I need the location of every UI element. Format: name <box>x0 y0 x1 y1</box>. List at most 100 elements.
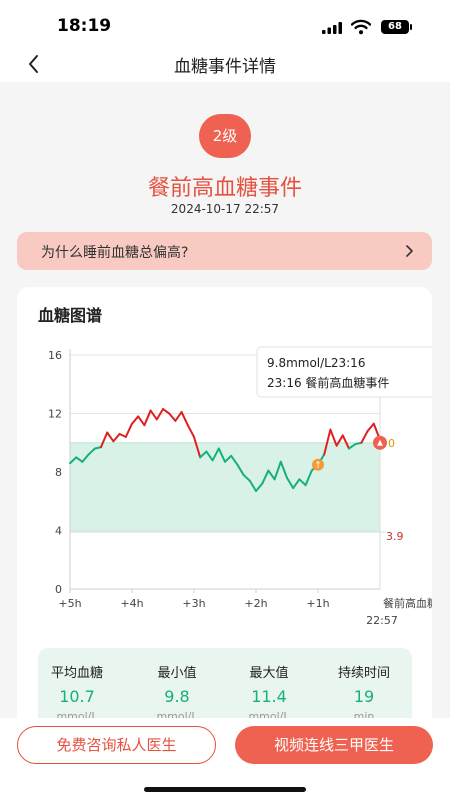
glucose-line-segment <box>329 428 338 447</box>
glucose-line-segment <box>335 434 344 447</box>
glucose-line-segment <box>75 456 84 463</box>
glucose-line-segment <box>211 447 220 462</box>
x-tick-label: +3h <box>182 597 205 610</box>
page-title: 血糖事件详情 <box>174 57 276 77</box>
glucose-line-segment <box>248 479 257 493</box>
battery-nub <box>410 24 412 30</box>
glucose-line-segment <box>286 476 295 490</box>
chart-card-title: 血糖图谱 <box>38 306 103 325</box>
glucose-line-segment <box>205 450 214 462</box>
question-banner[interactable]: 为什么睡前血糖总偏高? <box>17 232 432 270</box>
glucose-line-segment <box>279 460 288 479</box>
target-lower-label: 3.9 <box>386 530 404 543</box>
meal-marker-glyph: ↑ <box>314 461 322 471</box>
x-tick-label: +1h <box>306 597 329 610</box>
glucose-line-segment <box>87 447 96 456</box>
glucose-line-segment <box>199 450 208 459</box>
home-indicator <box>144 787 306 792</box>
y-tick-label: 12 <box>48 408 62 421</box>
chart-tooltip <box>256 346 432 398</box>
stat-label: 平均血糖 <box>50 666 103 681</box>
glucose-line-segment <box>93 446 102 450</box>
glucose-line-segment <box>323 428 332 456</box>
x-tick-label: +2h <box>244 597 267 610</box>
glucose-line-segment <box>180 411 189 427</box>
battery-icon: 68 <box>381 20 409 34</box>
status-bar: 18:19 68 <box>0 0 450 48</box>
glucose-line-segment <box>348 443 357 450</box>
glucose-line-segment <box>354 441 363 446</box>
stat-value: 10.7 <box>59 687 95 706</box>
glucose-line-segment <box>224 454 233 463</box>
glucose-line-segment <box>193 435 202 459</box>
glucose-line-segment <box>366 422 375 433</box>
target-upper-label: 0 <box>388 437 395 450</box>
stat-value: 19 <box>353 687 375 706</box>
glucose-line-segment <box>162 408 171 415</box>
glucose-line-segment <box>267 469 276 481</box>
glucose-line-segment <box>69 456 78 465</box>
glucose-line-segment <box>341 434 350 450</box>
signal-icon <box>322 22 342 34</box>
glucose-line-segment <box>118 432 127 438</box>
glucose-line-segment <box>304 469 313 487</box>
y-tick-label: 0 <box>55 583 62 596</box>
target-range-band <box>70 442 380 532</box>
stats-panel: 平均血糖 10.7 mmol/L 最小值 9.8 mmol/L 最大值 11.4… <box>38 648 412 728</box>
nav-bar: 血糖事件详情 <box>0 48 450 82</box>
glucose-line-segment <box>186 424 195 438</box>
glucose-chart: 1612840+5h+4h+3h+2h+1h餐前高血糖事22:5703.9↑9.… <box>48 346 432 627</box>
tooltip-line-2: 23:16 餐前高血糖事件 <box>267 375 389 390</box>
glucose-line-segment <box>360 430 369 444</box>
glucose-line-segment <box>149 409 158 421</box>
stat-min: 最小值 9.8 mmol/L <box>132 662 222 723</box>
stat-label: 最大值 <box>249 666 289 681</box>
glucose-line-segment <box>168 412 177 422</box>
glucose-line-segment <box>100 431 109 449</box>
level-badge: 2级 <box>199 114 251 158</box>
tooltip-line-1: 9.8mmol/L23:16 <box>267 356 365 370</box>
glucose-line-segment <box>81 453 90 463</box>
stat-label: 持续时间 <box>337 666 390 681</box>
x-tick-label: +5h <box>58 597 81 610</box>
glucose-line-segment <box>261 469 270 485</box>
x-end-label: 餐前高血糖事 <box>383 596 432 610</box>
glucose-line-segment <box>131 415 140 425</box>
glucose-line-segment <box>298 478 307 487</box>
x-tick-label: +4h <box>120 597 143 610</box>
free-consult-button[interactable]: 免费咨询私人医生 <box>17 726 216 764</box>
stat-label: 最小值 <box>157 666 197 681</box>
y-tick-label: 4 <box>55 525 62 538</box>
stat-duration: 持续时间 19 min <box>319 662 409 723</box>
video-doctor-button[interactable]: 视频连线三甲医生 <box>235 726 433 764</box>
stat-value: 9.8 <box>164 687 190 706</box>
glucose-line-segment <box>106 431 115 443</box>
chevron-left-icon[interactable] <box>22 52 46 76</box>
glucose-line-segment <box>217 447 226 463</box>
glucose-line-segment <box>292 478 301 490</box>
x-end-time: 22:57 <box>366 614 398 627</box>
status-time: 18:19 <box>57 16 112 36</box>
wifi-icon <box>351 19 371 35</box>
glucose-line-segment <box>143 409 152 427</box>
stat-average: 平均血糖 10.7 mmol/L <box>32 662 122 723</box>
glucose-line-segment <box>155 408 164 421</box>
question-text: 为什么睡前血糖总偏高? <box>41 245 189 261</box>
glucose-line-segment <box>137 415 146 427</box>
glucose-line-segment <box>124 422 133 438</box>
y-tick-label: 16 <box>48 349 62 362</box>
fork-icon <box>312 458 324 471</box>
glucose-line-segment <box>242 473 251 482</box>
glucose-line-segment <box>236 463 245 476</box>
event-marker-glyph <box>377 439 383 446</box>
y-tick-label: 8 <box>55 466 62 479</box>
chevron-right-icon <box>406 245 413 257</box>
event-time: 2024-10-17 22:57 <box>170 202 280 216</box>
stat-value: 11.4 <box>251 687 287 706</box>
glucose-line-segment <box>112 432 121 443</box>
glucose-line-segment <box>174 411 183 422</box>
glucose-line-segment <box>230 454 239 466</box>
event-title: 餐前高血糖事件 <box>147 176 302 201</box>
glucose-line-segment <box>273 460 282 481</box>
stat-max: 最大值 11.4 mmol/L <box>224 662 314 723</box>
